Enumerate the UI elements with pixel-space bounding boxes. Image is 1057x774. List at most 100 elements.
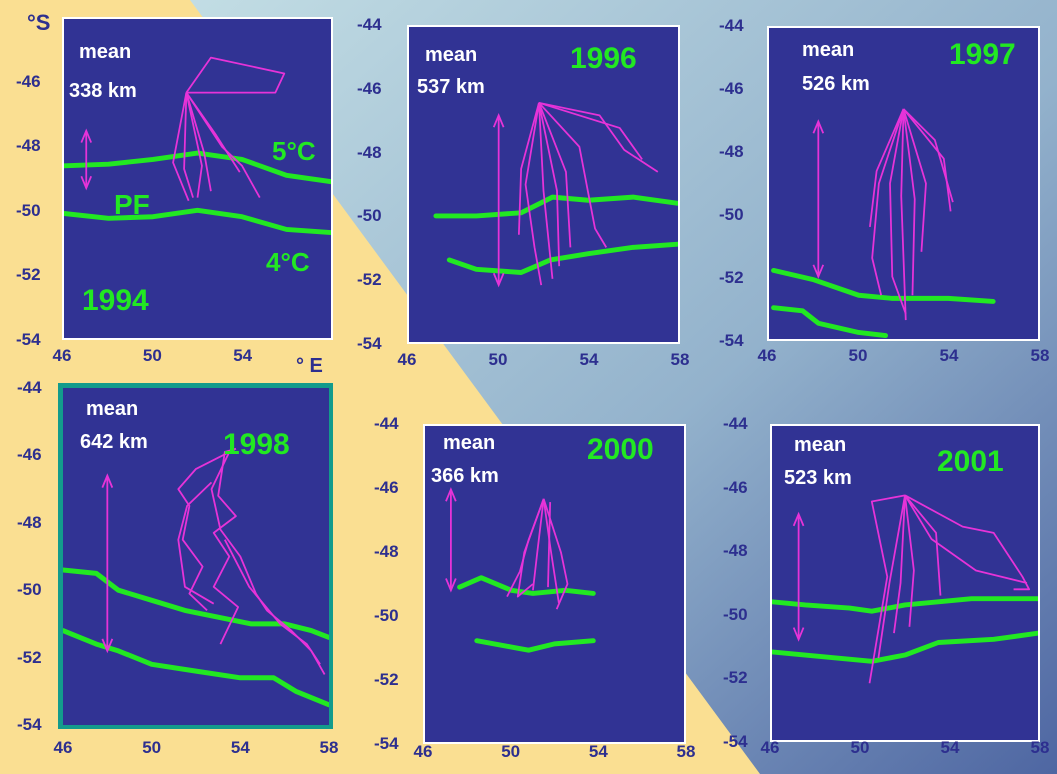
animal-track-6	[904, 494, 1031, 591]
x-tick-label: 46	[757, 346, 777, 365]
mean-distance-arrow	[812, 119, 825, 279]
y-tick-label: -50	[723, 604, 748, 624]
mean-distance-arrow	[492, 113, 505, 288]
animal-track-6	[902, 108, 952, 212]
year-label-2000: 2000	[587, 433, 654, 466]
y-tick-label: -46	[16, 71, 41, 91]
y-tick-label: -48	[723, 541, 748, 561]
y-tick-label: -52	[357, 270, 382, 290]
animal-track-5	[224, 539, 321, 665]
animal-track-2	[538, 102, 554, 279]
animal-track-4	[904, 495, 915, 627]
plot-area-1994	[64, 56, 331, 236]
animal-track-1	[185, 56, 286, 94]
y-tick-label: -48	[719, 142, 744, 161]
animal-track-7	[185, 92, 241, 173]
y-tick-label: -46	[723, 477, 748, 497]
animal-track-4	[177, 481, 215, 605]
x-tick-label: 50	[142, 738, 162, 757]
animal-track-5	[516, 498, 545, 598]
y-tick-label: -52	[719, 268, 744, 287]
animal-track-3	[183, 92, 194, 198]
x-tick-label: 54	[939, 346, 959, 365]
x-tick-label: 46	[760, 738, 780, 757]
animal-track-4	[185, 92, 203, 198]
plot-area-1998	[63, 447, 329, 708]
mean-distance-arrow	[792, 511, 805, 642]
y-tick-label: -52	[723, 668, 748, 688]
panel-2000: mean 366 km 2000	[423, 424, 686, 744]
panel-1998: mean 642 km 1998	[63, 388, 329, 725]
animal-track-3	[893, 495, 906, 634]
animal-track-3	[542, 498, 560, 604]
x-tick-label: 46	[413, 742, 433, 761]
x-tick-label: 54	[230, 738, 250, 757]
x-tick-label: 58	[1030, 346, 1050, 365]
panel-1996: mean 537 km 1996	[407, 25, 680, 344]
y-tick-label: -52	[17, 647, 42, 667]
y-tick-label: -50	[374, 606, 399, 625]
y-tick-label: -54	[357, 334, 382, 353]
y-tick-label: -50	[357, 206, 382, 226]
plot-area-2000	[445, 487, 596, 653]
mean-distance-1994: 338 km	[69, 80, 137, 102]
animal-track-2	[172, 92, 190, 202]
plot-area-1996	[433, 101, 678, 288]
x-tick-label: 54	[579, 350, 599, 369]
animal-track-6	[538, 101, 659, 173]
y-unit-label: °S	[27, 10, 51, 35]
animal-track-5	[538, 102, 608, 248]
animal-track-2	[877, 495, 906, 659]
animal-track-5	[902, 108, 927, 252]
front-line-4c	[446, 241, 678, 275]
y-tick-label: -44	[719, 16, 744, 35]
front-line-5c	[772, 596, 1038, 614]
x-tick-label: 46	[53, 738, 73, 757]
x-tick-label: 50	[848, 346, 868, 365]
panel-2001: mean 523 km 2001	[770, 424, 1040, 742]
year-label-2001: 2001	[937, 445, 1004, 478]
x-unit-label: ° E	[296, 355, 323, 377]
y-tick-label: -48	[357, 142, 382, 162]
panel-1994: mean 338 km 1994 5°C PF 4°C	[62, 17, 333, 340]
mean-distance-1997: 526 km	[802, 73, 870, 95]
y-tick-label: -54	[16, 330, 41, 349]
animal-track-4	[542, 498, 569, 610]
y-tick-label: -44	[723, 414, 748, 433]
polar-front-label: PF	[114, 189, 150, 220]
y-tick-label: -52	[374, 670, 399, 689]
front-line-4c	[771, 305, 889, 339]
mean-label: mean	[79, 41, 132, 63]
y-tick-label: -44	[374, 414, 399, 433]
animal-track-6	[547, 502, 552, 588]
animal-track-8	[869, 108, 905, 228]
y-tick-label: -46	[719, 79, 744, 98]
y-tick-label: -44	[357, 15, 382, 34]
mean-label: mean	[794, 434, 847, 456]
x-tick-label: 46	[52, 346, 72, 365]
y-tick-label: -48	[374, 542, 399, 561]
x-tick-label: 46	[397, 350, 417, 369]
mean-distance-arrow	[101, 473, 114, 654]
x-tick-label: 54	[233, 346, 253, 365]
y-tick-label: -52	[16, 265, 41, 285]
y-tick-label: -50	[17, 580, 42, 600]
x-tick-label: 50	[488, 350, 508, 369]
animal-track-7	[902, 108, 954, 203]
x-tick-label: 58	[670, 350, 690, 369]
mean-distance-2001: 523 km	[784, 467, 852, 489]
x-tick-label: 58	[319, 738, 339, 757]
animal-track-1	[871, 108, 905, 296]
y-tick-label: -54	[723, 732, 748, 751]
isotherm-5c-label: 5°C	[272, 136, 316, 166]
animal-track-2	[177, 447, 237, 612]
mean-label: mean	[86, 398, 139, 420]
isotherm-4c-label: 4°C	[266, 247, 310, 277]
x-tick-label: 50	[501, 742, 521, 761]
panel-1997: mean 526 km 1997	[767, 26, 1040, 341]
y-tick-label: -54	[374, 734, 399, 753]
x-tick-label: 58	[676, 742, 696, 761]
y-tick-label: -46	[17, 445, 42, 465]
year-label-1994: 1994	[82, 284, 149, 317]
animal-track-8	[538, 101, 643, 160]
